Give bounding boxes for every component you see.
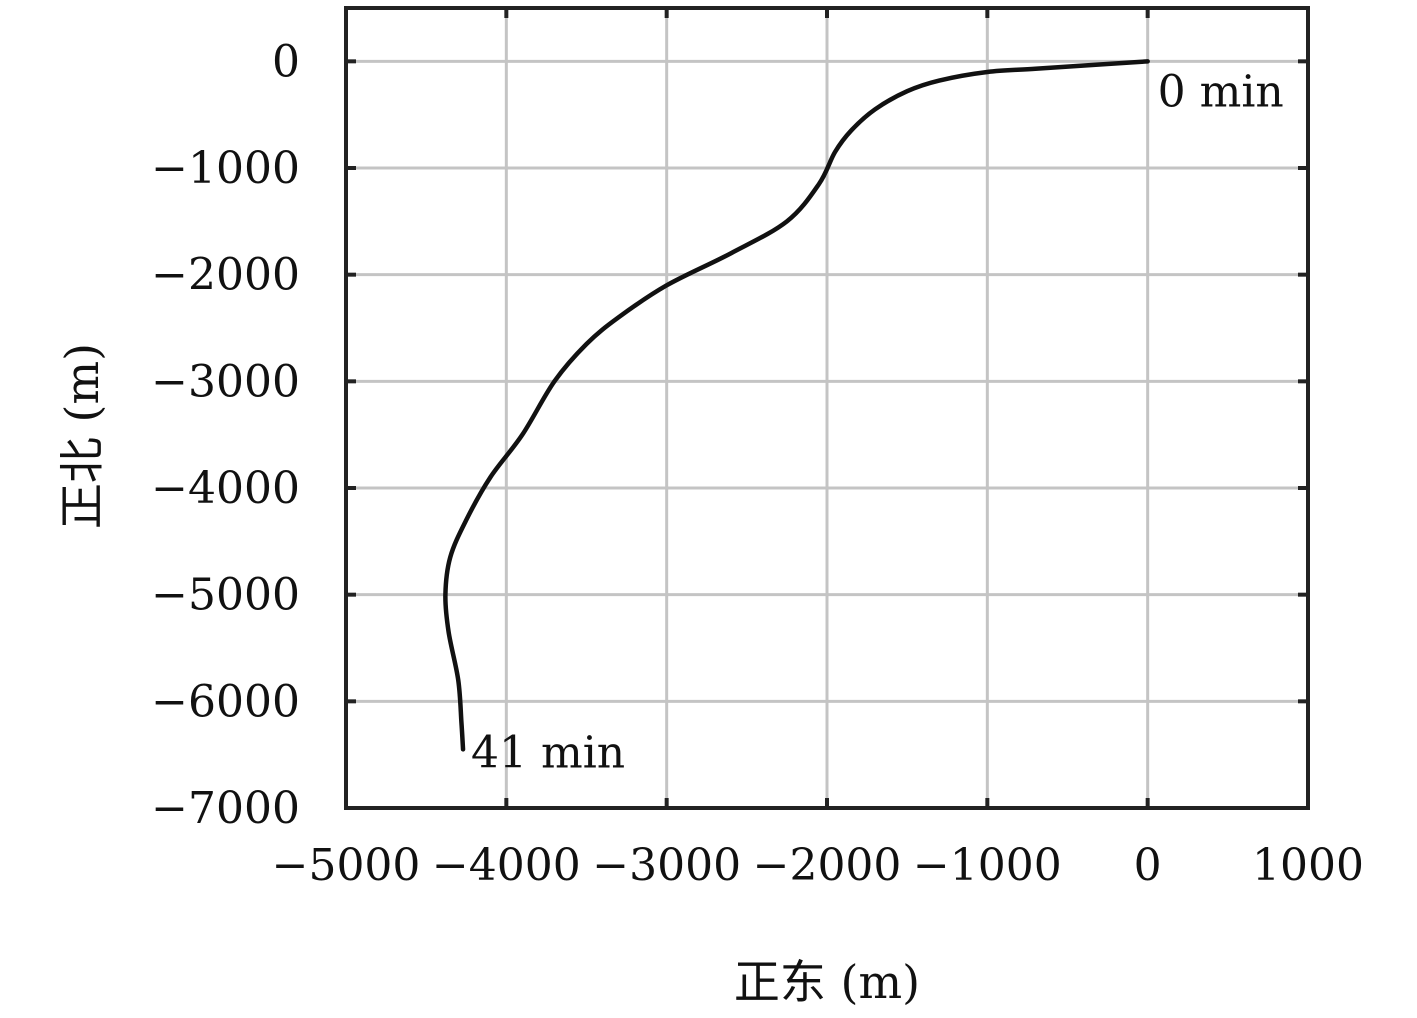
- series-layer: [443, 59, 1150, 752]
- annotation-end: 41 min: [471, 727, 625, 778]
- y-tick-label: −5000: [151, 570, 300, 621]
- x-tick-label: −5000: [272, 840, 421, 891]
- grid-lines: [346, 8, 1308, 808]
- x-tick-label: 0: [1134, 840, 1162, 891]
- annotations: 0 min 41 min: [471, 66, 1284, 778]
- y-tick-label: −6000: [151, 676, 300, 727]
- y-tick-label: −2000: [151, 250, 300, 301]
- y-tick-label: −7000: [151, 783, 300, 834]
- plot-frame: [344, 6, 1310, 810]
- x-tick-label: 1000: [1252, 840, 1364, 891]
- y-tick-label: −3000: [151, 356, 300, 407]
- y-tick-label: −1000: [151, 143, 300, 194]
- x-tick-label: −1000: [913, 840, 1062, 891]
- y-tick-label: 0: [272, 36, 300, 87]
- y-tick-labels: 0 −1000 −2000 −3000 −4000 −5000 −6000 −7000: [151, 36, 300, 834]
- trajectory-line: [443, 59, 1150, 752]
- x-axis-label: 正东 (m): [734, 955, 920, 1009]
- x-tick-labels: −5000 −4000 −3000 −2000 −1000 0 1000: [272, 840, 1364, 891]
- x-tick-label: −3000: [592, 840, 741, 891]
- y-tick-label: −4000: [151, 463, 300, 514]
- x-tick-label: −2000: [753, 840, 902, 891]
- y-axis-label: 正北 (m): [55, 343, 109, 529]
- x-tick-label: −4000: [432, 840, 581, 891]
- annotation-start: 0 min: [1158, 66, 1284, 117]
